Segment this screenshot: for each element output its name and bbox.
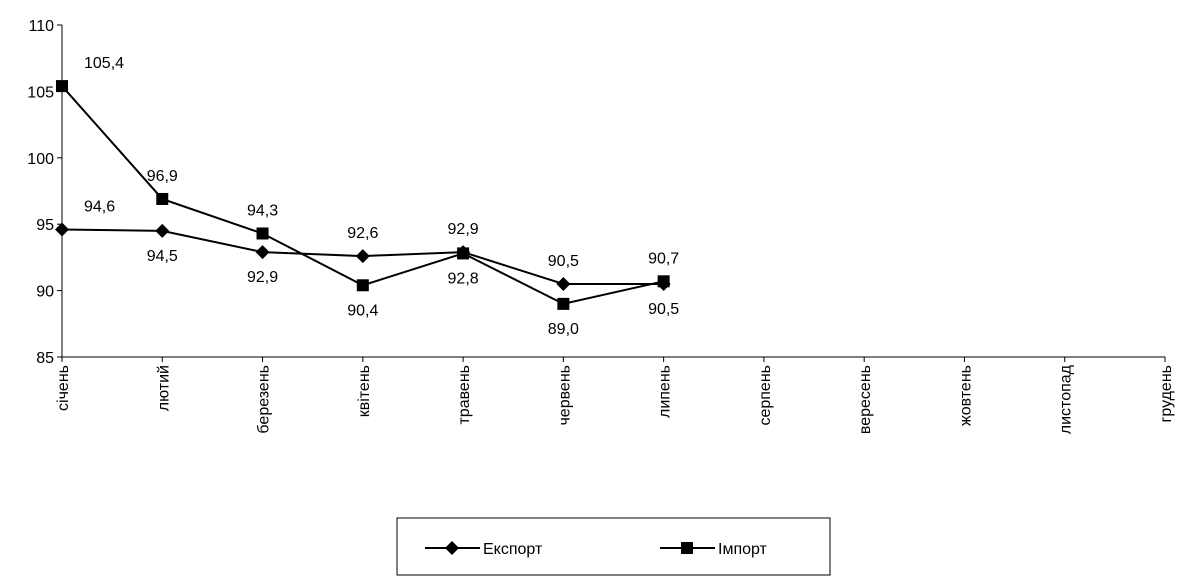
- marker: [681, 542, 693, 554]
- legend-box: [396, 517, 831, 576]
- marker: [255, 245, 270, 260]
- series-line: [61, 85, 664, 305]
- data-label: 96,9: [147, 168, 178, 185]
- legend-label: Експорт: [483, 541, 543, 558]
- data-label: 90,5: [548, 253, 579, 270]
- marker: [355, 249, 370, 264]
- x-tick-label: листопад: [1058, 364, 1075, 434]
- marker: [56, 80, 68, 93]
- y-tick-label: 95: [36, 217, 54, 234]
- x-tick-label: червень: [556, 365, 573, 426]
- x-tick-label: квітень: [356, 365, 373, 417]
- data-label: 92,8: [448, 270, 479, 287]
- data-label: 94,6: [84, 199, 115, 216]
- data-label: 90,5: [648, 301, 679, 318]
- y-tick-label: 85: [36, 350, 54, 367]
- data-label: 90,4: [347, 302, 378, 319]
- marker: [557, 297, 570, 310]
- data-label: 94,5: [147, 248, 178, 265]
- marker: [457, 247, 470, 260]
- marker: [256, 227, 269, 240]
- data-label: 89,0: [548, 321, 579, 338]
- data-label: 92,6: [347, 225, 378, 242]
- y-tick-label: 105: [27, 84, 54, 101]
- marker: [556, 276, 571, 291]
- marker: [55, 222, 69, 237]
- data-label: 92,9: [247, 269, 278, 286]
- x-tick-label: лютий: [155, 365, 172, 411]
- marker: [657, 275, 670, 288]
- x-tick-label: травень: [456, 365, 473, 425]
- x-tick-label: грудень: [1158, 365, 1175, 422]
- marker: [156, 192, 169, 205]
- marker: [356, 279, 369, 292]
- data-label: 105,4: [84, 55, 124, 72]
- y-tick-label: 100: [27, 151, 54, 168]
- x-tick-label: березень: [256, 365, 273, 434]
- legend-label: Імпорт: [718, 541, 768, 558]
- x-tick-label: вересень: [857, 365, 874, 434]
- data-label: 94,3: [247, 202, 278, 219]
- data-label: 92,9: [448, 221, 479, 238]
- y-tick-label: 110: [28, 18, 54, 35]
- y-tick-label: 90: [36, 284, 54, 301]
- x-tick-label: липень: [657, 365, 674, 418]
- x-tick-label: січень: [55, 365, 72, 411]
- marker: [155, 223, 170, 238]
- data-label: 90,7: [648, 250, 679, 267]
- x-tick-label: жовтень: [957, 365, 974, 426]
- x-tick-label: серпень: [757, 365, 774, 426]
- marker: [445, 541, 459, 555]
